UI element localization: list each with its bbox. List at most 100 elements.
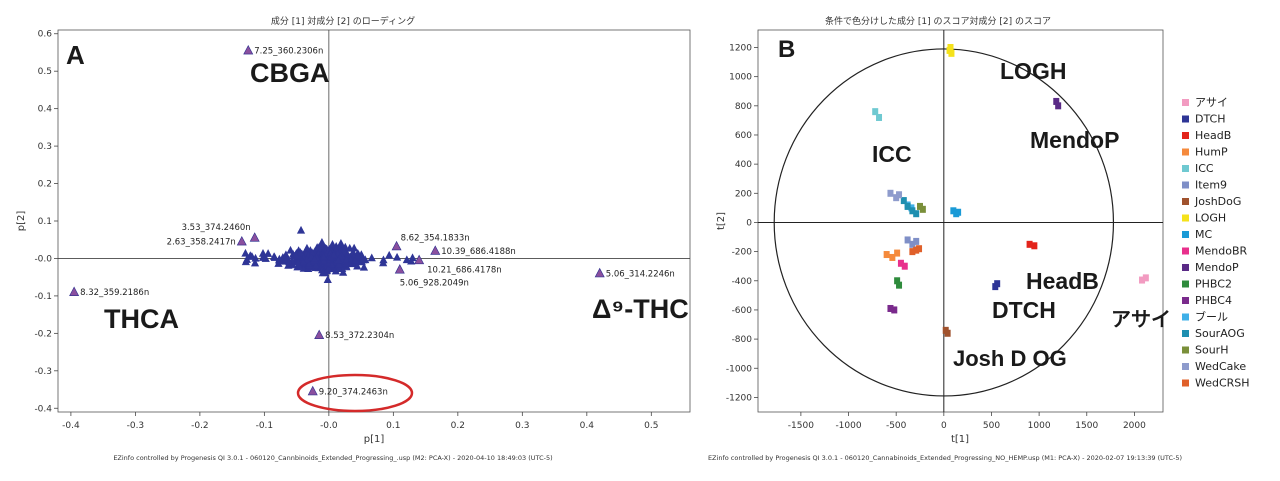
legend-item: HumP <box>1182 146 1228 159</box>
score-point <box>901 262 908 270</box>
x-tick-label: -1000 <box>835 421 861 431</box>
score-plot-title: 条件で色分けした成分 [1] のスコア対成分 [2] のスコア <box>825 15 1051 27</box>
legend-item: MendoBR <box>1182 245 1247 258</box>
score-point <box>894 249 901 257</box>
loading-cluster-point <box>402 255 411 264</box>
legend-swatch <box>1182 165 1189 172</box>
loading-point-7.25_360.2306n <box>243 44 254 55</box>
loading-point-label: 8.62_354.1833n <box>401 233 470 243</box>
score-point <box>891 306 898 314</box>
score-point <box>896 191 903 199</box>
x-tick-label: -0.0 <box>320 421 338 431</box>
loading-cluster-point <box>285 257 294 266</box>
loading-point-label: 8.53_372.2304n <box>325 331 394 341</box>
loading-cluster-point <box>319 252 328 261</box>
loading-cluster-point <box>353 261 362 270</box>
legend-item: ICC <box>1182 162 1214 175</box>
y-tick-label: 0.1 <box>38 217 52 227</box>
x-tick-label: -0.1 <box>256 421 274 431</box>
annotation-cbga: CBGA <box>250 58 330 88</box>
loading-cluster-point <box>312 260 321 269</box>
loading-plot-panel: 成分 [1] 対成分 [2] のローディング -0.4 -0.3 -0.2 -0.1-… <box>16 15 691 462</box>
x-tick-label: 500 <box>983 421 1000 431</box>
x-tick-label: 2000 <box>1123 421 1146 431</box>
annotation-headb: HeadB <box>1026 268 1099 294</box>
loading-cluster-point <box>270 252 279 260</box>
score-point <box>909 207 916 215</box>
legend-swatch <box>1182 264 1189 271</box>
score-point <box>897 259 904 267</box>
legend-label: ICC <box>1195 162 1214 175</box>
x-tick-label: 1000 <box>1028 421 1051 431</box>
loading-point-10.21_686.4178n <box>414 254 425 265</box>
score-series-SourAOG <box>900 197 920 218</box>
y-tick-label: 400 <box>735 160 752 170</box>
score-series-MendoBR <box>897 259 908 270</box>
footer-b: EZinfo controlled by Progenesis QI 3.0.1… <box>708 454 1182 462</box>
y-tick-label: 1000 <box>729 73 752 83</box>
score-point <box>944 329 951 337</box>
y-tick-label: -1000 <box>726 364 752 374</box>
legend-item: ブール <box>1182 310 1228 324</box>
loading-cluster-point <box>334 259 344 268</box>
score-point <box>947 43 954 51</box>
legend-item: HeadB <box>1182 129 1231 142</box>
score-point <box>1055 102 1062 110</box>
legend-swatch <box>1182 346 1189 354</box>
y-tick-label: -0.2 <box>34 329 52 339</box>
loading-plot-axes: -0.4 -0.3 -0.2 -0.1 -0.0 0.1 0.2 0.3 0.4 0.5 -0.4 -… <box>34 30 690 431</box>
score-series-ICC <box>872 108 883 121</box>
score-point <box>919 205 926 213</box>
score-series-MC <box>950 207 962 218</box>
loading-plot-area <box>57 29 691 413</box>
y-tick-label: 600 <box>735 131 752 141</box>
panel-label-a: A <box>66 40 85 70</box>
y-tick-label: 800 <box>735 102 752 112</box>
loading-point-8.53_372.2304n <box>314 329 325 340</box>
legend-label: アサイ <box>1195 96 1228 109</box>
score-series-LOGH <box>946 43 955 57</box>
y-tick-label: -800 <box>732 335 753 345</box>
loading-point-label: 10.39_686.4188n <box>441 247 516 257</box>
legend-swatch <box>1182 297 1189 304</box>
loading-cluster-point <box>334 255 343 264</box>
x-tick-label: 0.4 <box>580 421 595 431</box>
loading-cluster-point <box>392 252 402 261</box>
loading-cluster-point <box>385 250 394 259</box>
x-tick-label: 0.3 <box>515 421 529 431</box>
score-point <box>955 208 962 216</box>
y-tick-label: 0.2 <box>38 180 52 190</box>
loading-cluster-point <box>310 254 319 263</box>
loading-point-2.63_358.2417n <box>236 235 247 246</box>
x-tick-label: -1500 <box>788 421 814 431</box>
legend-swatch <box>1182 214 1189 222</box>
legend-label: DTCH <box>1195 113 1226 126</box>
hotelling-ellipse <box>773 48 1115 397</box>
legend-swatch <box>1182 231 1189 238</box>
x-axis-label-p1: p[1] <box>364 434 385 445</box>
y-axis-label-p2: p[2] <box>16 211 27 232</box>
loading-cluster-point <box>329 250 338 259</box>
loading-cluster-point <box>286 245 295 254</box>
loading-point-label: 5.06_928.2049n <box>400 279 469 289</box>
score-point <box>916 245 923 253</box>
legend-label: WedCake <box>1195 360 1246 373</box>
score-point <box>904 202 911 210</box>
hotelling-t2-ellipse <box>773 48 1115 397</box>
x-tick-label: -500 <box>886 421 907 431</box>
score-point <box>900 197 907 205</box>
legend-swatch <box>1182 330 1189 337</box>
loading-cluster-point <box>367 253 376 262</box>
loading-point-label: 8.32_359.2186n <box>80 288 149 298</box>
loading-point-8.32_359.2186n <box>69 286 80 296</box>
score-series-PHBC4 <box>887 304 898 314</box>
loading-plot-title: 成分 [1] 対成分 [2] のローディング <box>271 15 415 27</box>
legend-swatch <box>1182 363 1189 370</box>
loading-cluster-point <box>324 264 333 272</box>
legend-item: アサイ <box>1182 96 1228 109</box>
score-point <box>896 281 903 289</box>
footer-a: EZinfo controlled by Progenesis QI 3.0.1… <box>113 454 552 462</box>
loading-cluster-point <box>318 268 327 277</box>
annotation-delta9-thc: Δ⁹-THC <box>592 294 689 324</box>
